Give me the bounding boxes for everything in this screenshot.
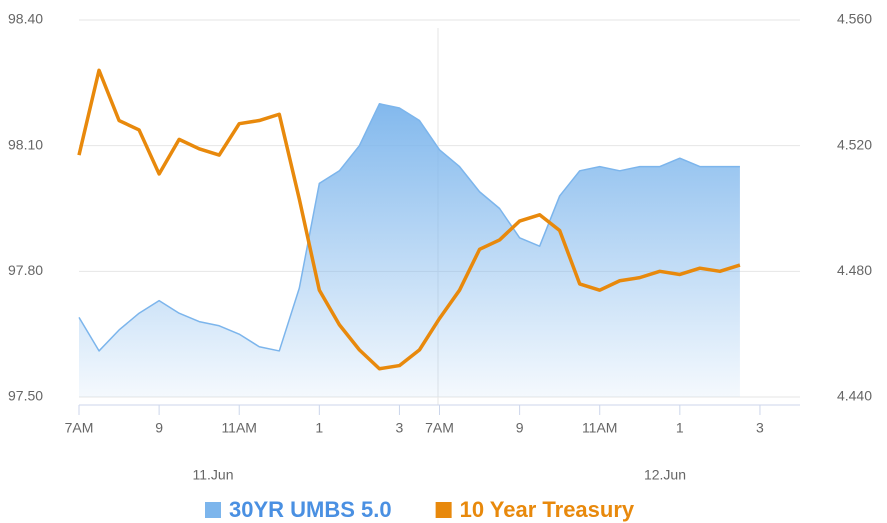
x-tick-label: 1: [315, 420, 323, 436]
day-label: 11.Jun: [193, 467, 234, 483]
x-tick-label: 11AM: [221, 420, 257, 436]
line: [77, 68, 741, 371]
x-tick-label: 7AM: [425, 420, 454, 436]
x-tick-label: 3: [756, 420, 764, 436]
x-tick-label: 9: [155, 420, 163, 436]
day-label: 12.Jun: [644, 467, 686, 483]
legend-swatch: [205, 502, 221, 518]
legend-label: 30YR UMBS 5.0: [229, 497, 392, 522]
legend-swatch: [435, 502, 452, 518]
y2-tick-label: 4.520: [837, 136, 872, 152]
y-tick-label: 98.10: [8, 136, 43, 152]
y-tick-label: 97.80: [8, 262, 43, 278]
area-line: [78, 103, 740, 352]
x-tick-label: 9: [516, 420, 524, 436]
x-tick-label: 11AM: [582, 420, 618, 436]
x-tick-label: 1: [676, 420, 684, 436]
y2-tick-label: 4.560: [837, 11, 872, 27]
x-tick-label: 7AM: [65, 420, 94, 436]
y-tick-label: 98.40: [8, 11, 43, 27]
legend-label: 10 Year Treasury: [460, 497, 635, 522]
y2-tick-label: 4.440: [837, 388, 872, 404]
area: [79, 103, 740, 398]
y2-tick-label: 4.480: [837, 262, 872, 278]
x-tick-label: 3: [396, 420, 404, 436]
y-tick-label: 97.50: [8, 388, 43, 404]
